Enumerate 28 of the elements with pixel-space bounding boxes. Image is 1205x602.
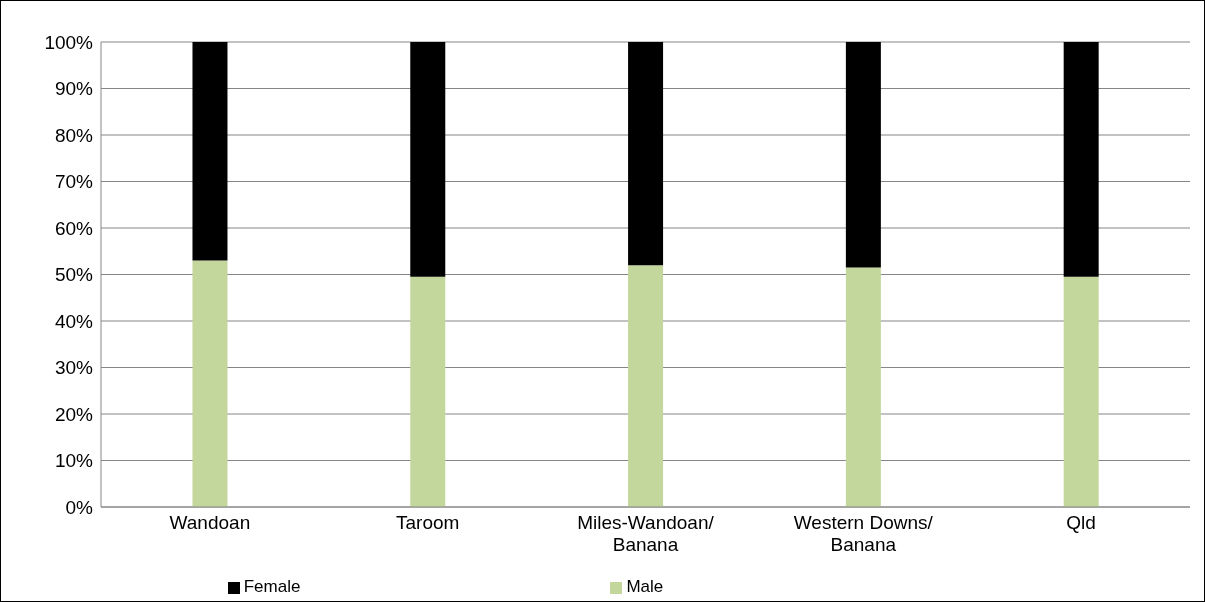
bar	[410, 42, 446, 277]
y-tick-label: 40%	[54, 310, 94, 332]
bar	[845, 42, 881, 268]
y-tick-label: 100%	[44, 31, 94, 53]
bar	[192, 260, 228, 507]
x-tick-label: Qld	[1066, 512, 1096, 533]
y-tick-label: 20%	[54, 403, 94, 425]
bar	[410, 276, 446, 507]
x-tick-label: Miles-Wandoan/ Banana	[577, 512, 715, 555]
x-tick-label: Wandoan	[169, 512, 251, 533]
x-tick-label: Western Downs/ Banana	[793, 512, 934, 555]
y-tick-label: 10%	[54, 450, 94, 472]
legend-label: Male	[626, 577, 664, 596]
legend-label: Female	[243, 577, 301, 596]
y-tick-label: 0%	[65, 496, 94, 518]
y-tick-label: 90%	[54, 78, 94, 100]
bar	[845, 267, 881, 507]
bar	[1063, 42, 1099, 277]
bar	[628, 42, 664, 266]
y-tick-label: 70%	[54, 171, 94, 193]
y-tick-label: 80%	[54, 124, 94, 146]
bar	[628, 265, 664, 507]
bar	[1063, 276, 1099, 507]
y-tick-label: 30%	[54, 357, 94, 379]
bar	[192, 42, 228, 261]
y-tick-label: 50%	[54, 264, 94, 286]
y-tick-label: 60%	[54, 217, 94, 239]
x-tick-label: Taroom	[396, 512, 460, 533]
